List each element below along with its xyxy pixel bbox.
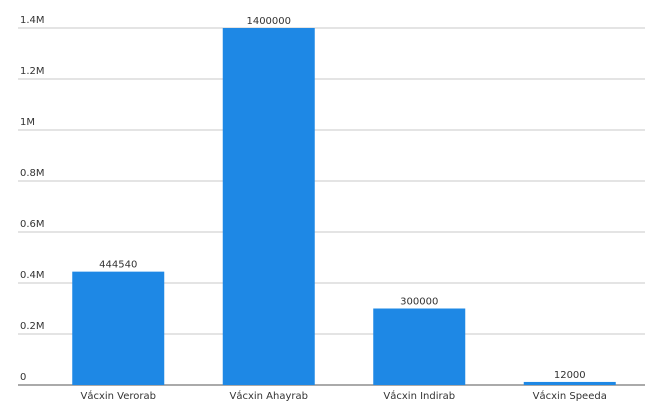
bar — [222, 28, 315, 385]
y-tick-label: 0.4M — [20, 270, 45, 281]
x-tick-label: Vắcxin Ahayrab — [230, 389, 309, 402]
y-tick-label: 0.8M — [20, 168, 45, 179]
x-tick-label: Vắcxin Indirab — [383, 389, 455, 402]
y-tick-label: 1.4M — [20, 15, 45, 26]
x-tick-label: Vắcxin Verorab — [81, 389, 157, 402]
y-tick-label: 1M — [20, 117, 35, 128]
y-tick-label: 0.6M — [20, 219, 45, 230]
y-tick-label: 0 — [20, 372, 26, 383]
value-label: 300000 — [400, 297, 438, 308]
value-label: 1400000 — [246, 16, 291, 27]
bar — [72, 271, 165, 385]
bar — [373, 308, 466, 385]
y-tick-label: 0.2M — [20, 321, 45, 332]
value-label: 12000 — [554, 370, 586, 381]
x-tick-label: Vắcxin Speeda — [533, 389, 607, 402]
bar — [523, 381, 616, 385]
y-tick-label: 1.2M — [20, 66, 45, 77]
value-label: 444540 — [99, 260, 137, 271]
